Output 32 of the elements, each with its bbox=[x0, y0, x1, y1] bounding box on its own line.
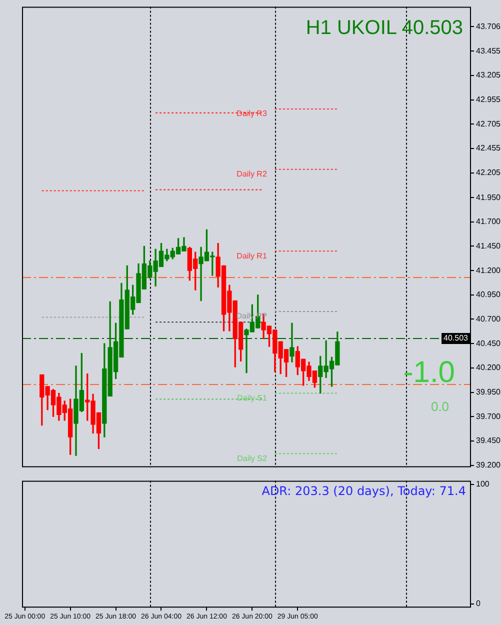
y-tick-label: 39.700 bbox=[476, 412, 501, 421]
y-tick-label: 42.205 bbox=[476, 168, 501, 177]
candlestick bbox=[290, 322, 294, 362]
y-tick-label: 40.200 bbox=[476, 363, 501, 372]
series-label: Daily R1 bbox=[236, 251, 268, 260]
y-tick-label: 40.450 bbox=[476, 338, 501, 348]
series-label: Daily S2 bbox=[237, 454, 268, 463]
y-tick-label: 40.700 bbox=[476, 314, 501, 324]
y-tick-label: 42.455 bbox=[476, 144, 501, 153]
y-tick-label: 100 bbox=[476, 480, 490, 489]
ref-line-label: 40.503 bbox=[444, 334, 469, 343]
y-tick-label: 43.205 bbox=[476, 70, 501, 80]
text: H1 UKOIL 40.503 bbox=[306, 16, 463, 39]
series-label: Daily S1 bbox=[237, 393, 268, 402]
y-tick-label: 39.950 bbox=[476, 387, 501, 396]
y-tick-label: 0 bbox=[476, 599, 481, 608]
annotation: -1.0 bbox=[403, 356, 455, 389]
y-tick-label: 41.200 bbox=[476, 266, 501, 275]
y-tick-label: 41.700 bbox=[476, 217, 501, 226]
y-tick-label: 42.955 bbox=[476, 94, 501, 104]
y-tick-label: 43.706 bbox=[476, 22, 501, 31]
annotation: ADR: 203.3 (20 days), Today: 71.4 bbox=[262, 484, 466, 498]
y-tick-label: 39.200 bbox=[476, 460, 501, 470]
y-tick-label: 41.950 bbox=[476, 192, 501, 202]
y-tick-label: 41.450 bbox=[476, 241, 501, 250]
y-tick-label: 42.705 bbox=[476, 119, 501, 128]
series-label: Daily R2 bbox=[236, 170, 268, 179]
y-tick-label: 43.455 bbox=[476, 46, 501, 56]
series-label: Daily R3 bbox=[236, 109, 268, 118]
y-tick-label: 39.450 bbox=[476, 436, 501, 446]
annotation: 0.0 bbox=[430, 398, 450, 414]
y-tick-label: 40.950 bbox=[476, 290, 501, 300]
